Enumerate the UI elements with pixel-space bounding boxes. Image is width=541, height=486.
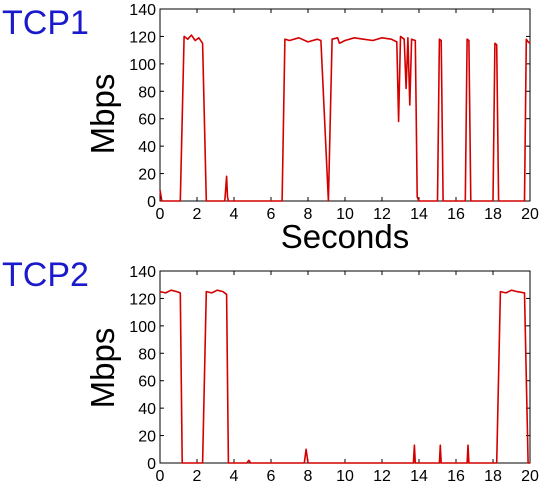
tcp1-x-axis-label: Seconds (281, 218, 409, 255)
tcp2-x-tick-label: 12 (373, 468, 391, 485)
tcp1-x-tick-label: 6 (267, 206, 276, 223)
tcp2-y-axis-label: Mbps (84, 328, 121, 409)
tcp1-x-tick-label: 10 (336, 206, 354, 223)
tcp1-x-tick-label: 16 (447, 206, 465, 223)
tcp2-y-tick-label: 40 (138, 401, 156, 418)
tcp2-y-tick-label: 100 (129, 319, 156, 336)
tcp1-y-tick-label: 40 (138, 139, 156, 156)
tcp1-y-tick-label: 80 (138, 84, 156, 101)
tcp1-chart: TCP1 Mbps Seconds 0 2 4 6 8 10 12 14 16 18 20 0 20 40… (2, 2, 539, 255)
tcp2-chart: TCP2 Mbps 0 2 4 6 8 10 12 14 16 18 20 0 20 40 60 80 100 1… (2, 256, 539, 485)
tcp1-x-tick-label: 14 (410, 206, 428, 223)
tcp2-x-tick-label: 2 (193, 468, 202, 485)
tcp1-x-tick-label: 0 (156, 206, 165, 223)
tcp1-throughput-line (159, 34, 531, 202)
tcp1-x-tick-label: 8 (304, 206, 313, 223)
tcp1-y-tick-label: 140 (129, 2, 156, 19)
tcp1-x-tick-label: 18 (484, 206, 502, 223)
tcp2-y-tick-label: 60 (138, 374, 156, 391)
tcp2-x-tick-label: 20 (521, 468, 539, 485)
tcp2-y-tick-label: 0 (147, 456, 156, 473)
tcp2-ticks: 0 2 4 6 8 10 12 14 16 18 20 0 20 40 60 80 100 120 140 (129, 264, 539, 485)
tcp1-y-tick-label: 0 (147, 194, 156, 211)
tcp2-throughput-line (159, 289, 530, 464)
tcp1-x-tick-label: 2 (193, 206, 202, 223)
tcp1-plot-frame (159, 8, 531, 202)
tcp2-x-tick-label: 4 (230, 468, 239, 485)
tcp1-y-axis-label: Mbps (84, 74, 121, 155)
tcp1-x-tick-label: 4 (230, 206, 239, 223)
tcp2-x-tick-label: 8 (304, 468, 313, 485)
tcp1-x-tick-label: 20 (521, 206, 539, 223)
tcp1-x-tick-label: 12 (373, 206, 391, 223)
tcp2-series (159, 289, 530, 464)
tcp2-y-tick-label: 80 (138, 346, 156, 363)
tcp1-ticks: 0 2 4 6 8 10 12 14 16 18 20 0 20 40 60 80 100 120 140 (129, 2, 539, 223)
tcp2-panel-label: TCP2 (2, 256, 89, 294)
tcp2-x-tick-label: 14 (410, 468, 428, 485)
tcp1-y-tick-label: 20 (138, 167, 156, 184)
tcp2-axes (159, 270, 531, 464)
tcp1-y-tick-label: 120 (129, 29, 156, 46)
tcp1-y-tick-label: 60 (138, 112, 156, 129)
tcp2-x-tick-label: 0 (156, 468, 165, 485)
tcp2-plot-frame (159, 270, 531, 464)
tcp1-series (159, 34, 531, 202)
tcp1-panel-label: TCP1 (2, 4, 89, 42)
tcp2-x-tick-label: 6 (267, 468, 276, 485)
tcp2-y-tick-label: 20 (138, 429, 156, 446)
tcp1-y-tick-label: 100 (129, 57, 156, 74)
tcp2-y-tick-label: 120 (129, 291, 156, 308)
tcp2-x-tick-label: 18 (484, 468, 502, 485)
tcp1-axes (159, 8, 531, 202)
tcp2-y-tick-label: 140 (129, 264, 156, 281)
tcp2-x-tick-label: 10 (336, 468, 354, 485)
tcp2-x-tick-label: 16 (447, 468, 465, 485)
